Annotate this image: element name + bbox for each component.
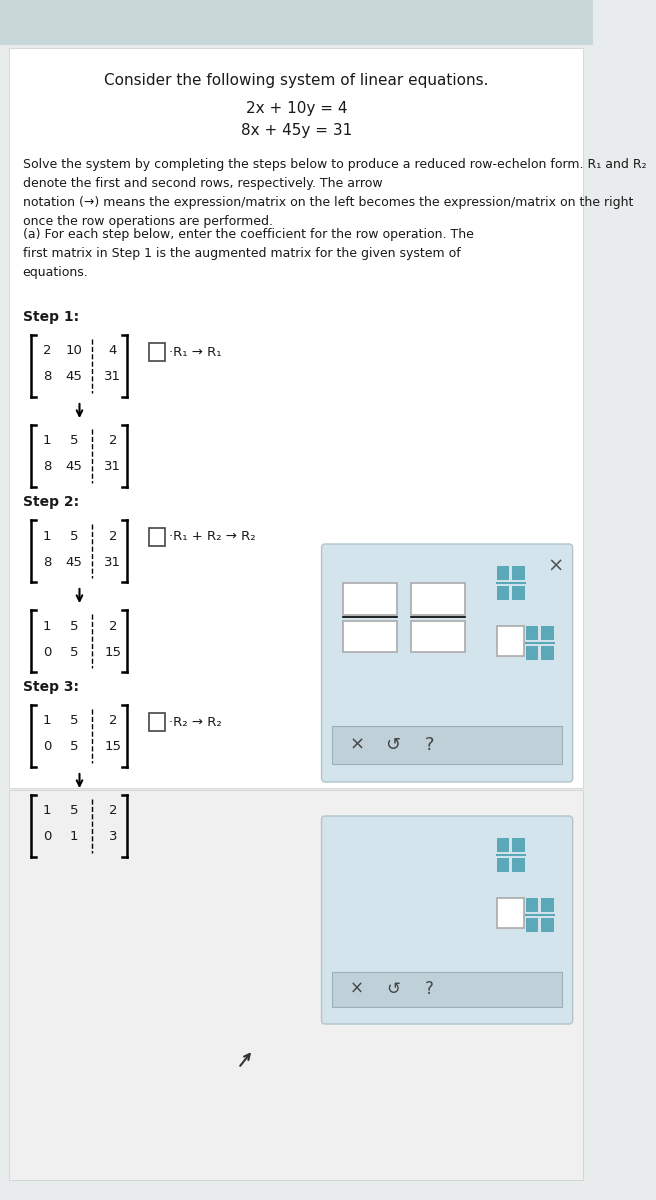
Text: 1: 1 (43, 714, 51, 727)
Text: 4: 4 (109, 344, 117, 358)
Bar (541, 898, 554, 912)
Text: Step 2:: Step 2: (22, 494, 79, 509)
Bar (541, 646, 554, 660)
Text: 8: 8 (43, 371, 51, 384)
Bar (149, 528, 165, 546)
Text: 45: 45 (66, 556, 83, 569)
Text: 15: 15 (104, 646, 121, 659)
Text: ?: ? (424, 980, 434, 998)
Text: 1: 1 (43, 804, 51, 817)
Bar (333, 726, 562, 764)
Bar (411, 583, 465, 614)
Bar (343, 620, 398, 652)
Text: 5: 5 (70, 529, 78, 542)
Text: ↺: ↺ (386, 980, 400, 998)
Text: 2: 2 (109, 619, 117, 632)
FancyBboxPatch shape (9, 48, 583, 788)
Text: 2: 2 (109, 714, 117, 727)
Text: Solve the system by completing the steps below to produce a reduced row-echelon : Solve the system by completing the steps… (22, 158, 646, 228)
Bar (512, 566, 525, 580)
Text: 31: 31 (104, 556, 121, 569)
Bar (512, 586, 525, 600)
Text: ↺: ↺ (385, 736, 400, 754)
FancyBboxPatch shape (321, 816, 573, 1024)
Text: 1: 1 (43, 529, 51, 542)
Bar (149, 343, 165, 361)
Text: 5: 5 (70, 434, 78, 448)
Text: 1: 1 (43, 619, 51, 632)
Text: 5: 5 (70, 740, 78, 754)
Text: ×: × (547, 557, 564, 576)
Text: 0: 0 (43, 740, 51, 754)
Text: 31: 31 (104, 371, 121, 384)
Bar (343, 583, 398, 614)
Text: 5: 5 (70, 646, 78, 659)
Bar (497, 586, 510, 600)
Text: 45: 45 (66, 461, 83, 474)
Bar (512, 858, 525, 872)
FancyBboxPatch shape (9, 790, 583, 1180)
Text: 2: 2 (109, 434, 117, 448)
Text: ·R₁ + R₂ → R₂: ·R₁ + R₂ → R₂ (169, 530, 256, 544)
Bar (497, 566, 510, 580)
Text: 0: 0 (43, 646, 51, 659)
Text: 2: 2 (109, 529, 117, 542)
Bar (149, 713, 165, 731)
Bar (525, 898, 539, 912)
Bar (0, 0, 592, 44)
Text: 5: 5 (70, 714, 78, 727)
Bar (333, 972, 562, 1007)
Text: 8x + 45y = 31: 8x + 45y = 31 (241, 122, 352, 138)
Bar (525, 646, 539, 660)
Text: (a) For each step below, enter the coefficient for the row operation. The
first : (a) For each step below, enter the coeff… (22, 228, 474, 278)
Text: ×: × (349, 736, 364, 754)
Bar (497, 858, 510, 872)
Bar (541, 918, 554, 932)
Text: 2x + 10y = 4: 2x + 10y = 4 (245, 101, 347, 115)
Text: Step 1:: Step 1: (22, 310, 79, 324)
Text: 31: 31 (104, 461, 121, 474)
Text: 5: 5 (70, 804, 78, 817)
Bar (541, 626, 554, 640)
Text: 8: 8 (43, 461, 51, 474)
Bar (411, 620, 465, 652)
Text: Step 3:: Step 3: (22, 680, 79, 694)
Text: 1: 1 (43, 434, 51, 448)
Text: ?: ? (424, 736, 434, 754)
Bar (525, 918, 539, 932)
Bar (497, 898, 524, 928)
Text: 5: 5 (70, 619, 78, 632)
Text: 0: 0 (43, 830, 51, 844)
Text: ·R₂ → R₂: ·R₂ → R₂ (169, 715, 222, 728)
Text: 3: 3 (109, 830, 117, 844)
Text: 1: 1 (70, 830, 78, 844)
Bar (497, 626, 524, 656)
Text: ×: × (350, 980, 363, 998)
Text: 8: 8 (43, 556, 51, 569)
FancyBboxPatch shape (321, 544, 573, 782)
Bar (525, 626, 539, 640)
Text: ·R₁ → R₁: ·R₁ → R₁ (169, 346, 222, 359)
Text: 10: 10 (66, 344, 83, 358)
Bar (497, 838, 510, 852)
Text: 2: 2 (43, 344, 51, 358)
Text: 15: 15 (104, 740, 121, 754)
Text: 2: 2 (109, 804, 117, 817)
Bar (512, 838, 525, 852)
Text: 45: 45 (66, 371, 83, 384)
Text: Consider the following system of linear equations.: Consider the following system of linear … (104, 72, 489, 88)
